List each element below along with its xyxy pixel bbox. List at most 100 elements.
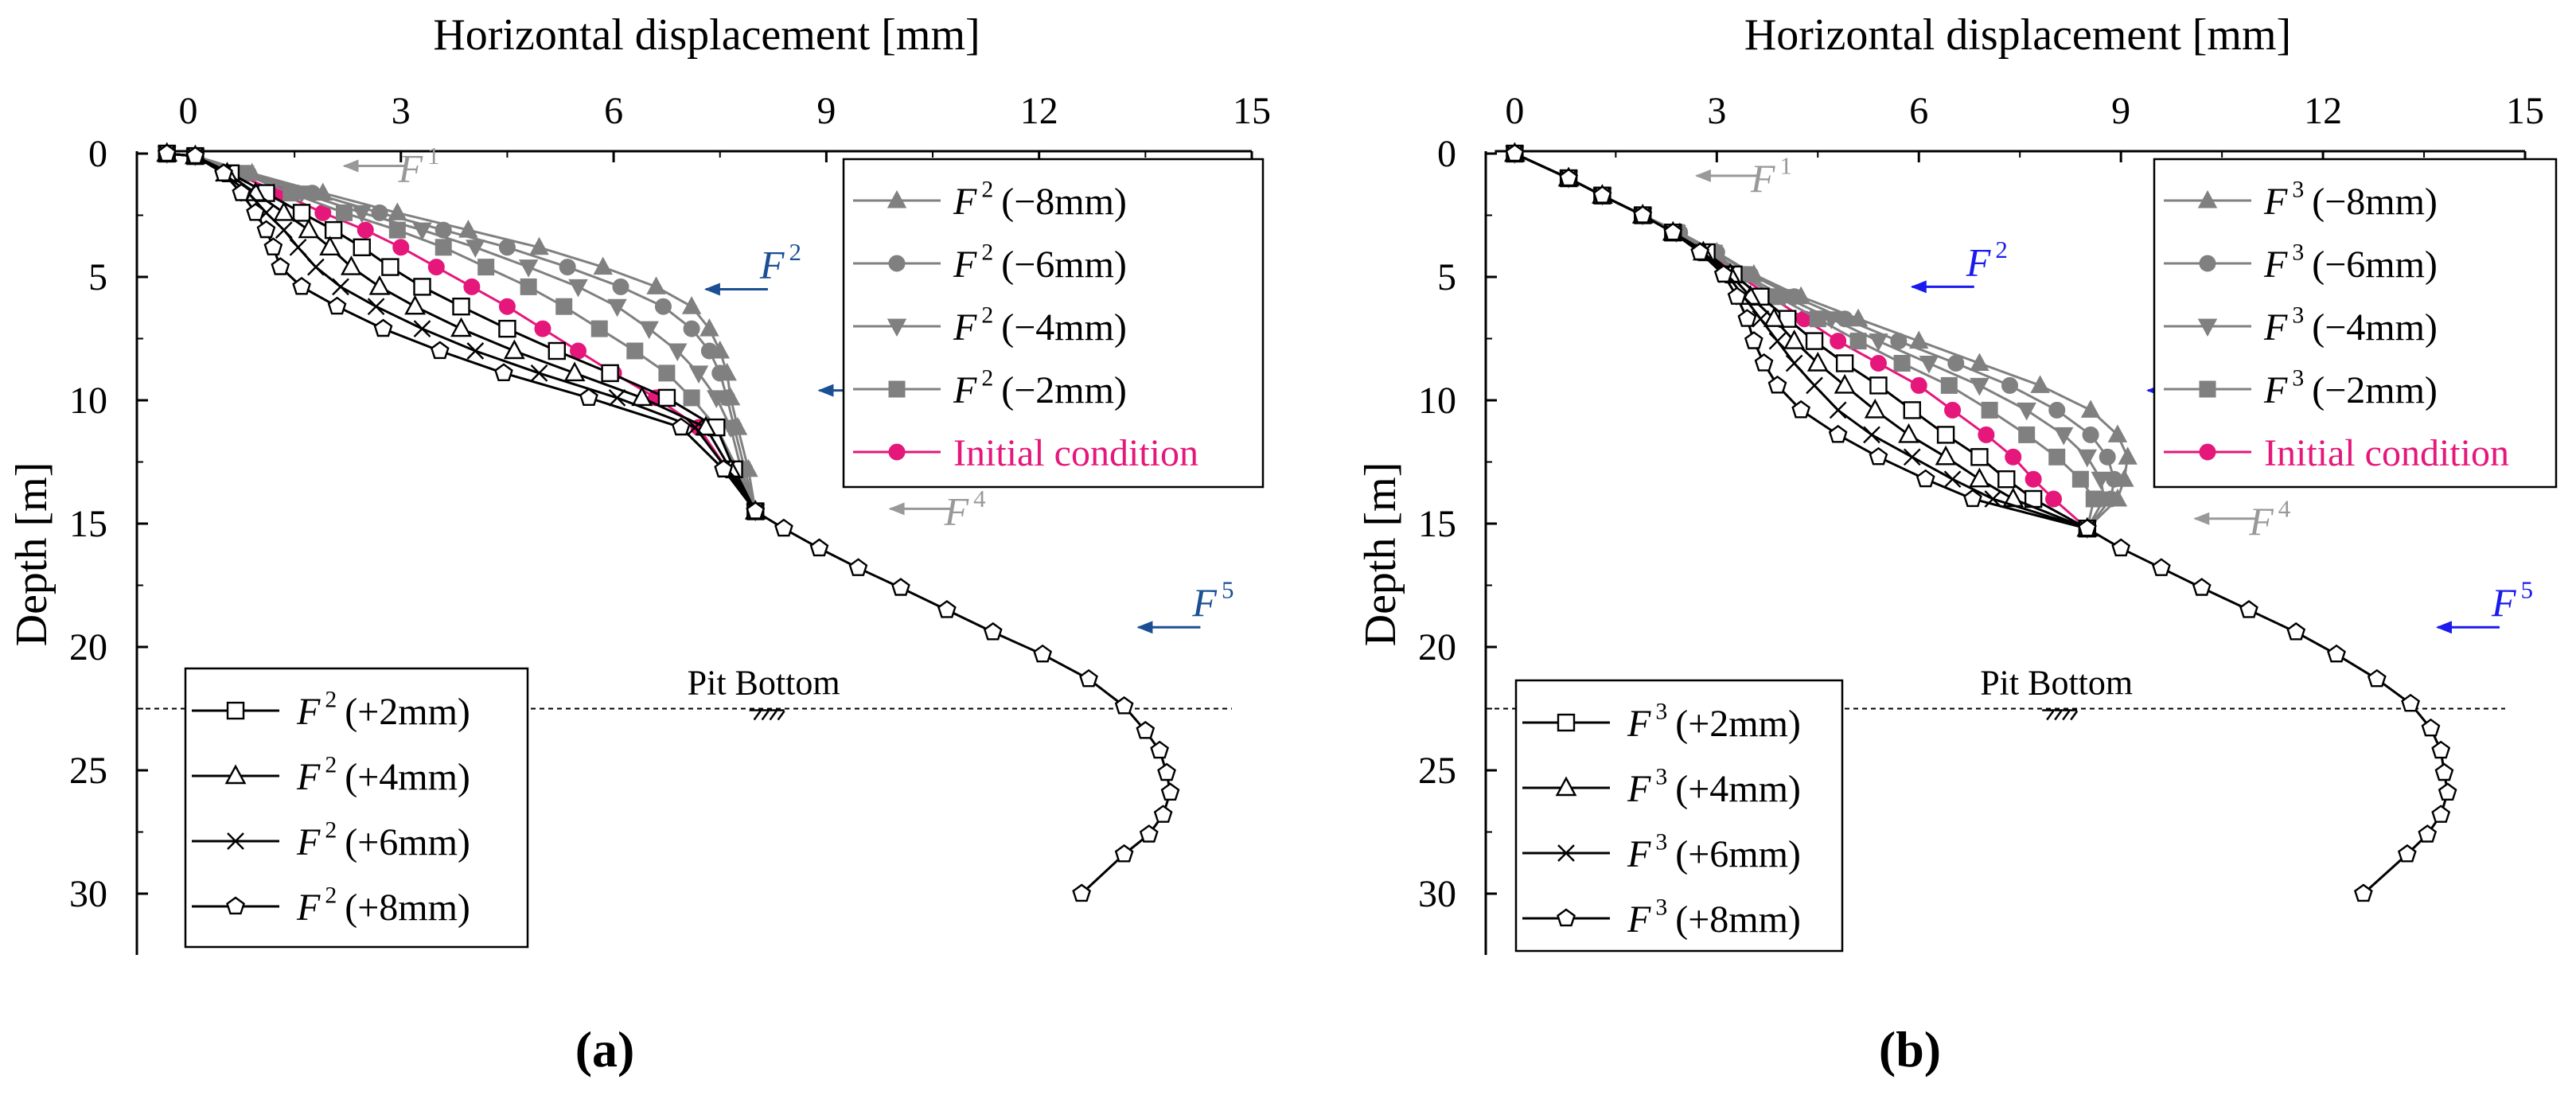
data-point — [1752, 310, 1770, 328]
data-point — [466, 240, 485, 258]
data-point — [1828, 424, 1848, 443]
series-common-lower-profile — [746, 501, 1180, 902]
data-point — [1727, 286, 1747, 305]
legend-label: Initial condition — [953, 432, 1198, 474]
data-point — [2111, 538, 2131, 557]
data-point — [1763, 307, 1785, 327]
legend-item: F 2 (+4mm) — [192, 751, 470, 798]
data-point — [1915, 469, 1935, 488]
data-point — [381, 258, 399, 276]
data-point — [319, 236, 341, 255]
arrow-head-icon — [888, 502, 905, 516]
data-point — [1663, 222, 1683, 241]
legend-label: F 2 (−4mm) — [953, 302, 1127, 349]
data-point — [2434, 762, 2454, 781]
data-point — [774, 518, 793, 537]
data-point — [1150, 740, 1170, 759]
data-point — [1157, 762, 1176, 781]
data-point — [1970, 448, 1989, 466]
data-point — [1806, 351, 1829, 372]
legend-item: F 3 (+6mm) — [1522, 828, 1801, 875]
data-point — [563, 361, 586, 382]
legend-label: F 2 (+6mm) — [296, 816, 470, 863]
legend-label: F 2 (+2mm) — [296, 686, 470, 733]
data-point — [1744, 331, 1763, 349]
data-point — [503, 339, 525, 360]
data-point — [498, 319, 516, 338]
data-point — [1869, 355, 1887, 372]
data-point — [1869, 446, 1888, 466]
legend-box — [842, 158, 1265, 489]
data-point — [477, 259, 495, 276]
data-point — [466, 342, 485, 360]
data-point — [2030, 375, 2050, 393]
data-point — [668, 343, 688, 362]
data-point — [1785, 354, 1803, 372]
data-point — [2152, 558, 2171, 576]
data-point — [353, 238, 371, 256]
data-point — [1160, 782, 1180, 801]
legend-item: F 3 (+4mm) — [1522, 763, 1801, 810]
arrow-head-icon — [342, 159, 359, 173]
data-point — [1791, 399, 1811, 419]
legend-marker — [226, 896, 245, 915]
data-point — [2053, 427, 2074, 446]
data-point — [450, 317, 472, 337]
legend-item: F 2 (−6mm) — [853, 239, 1127, 286]
data-point — [1754, 353, 1774, 372]
data-point — [430, 341, 450, 360]
data-point — [1935, 445, 1957, 466]
y-tick-label: 15 — [1418, 503, 1456, 545]
data-point — [1830, 333, 1847, 350]
data-point — [367, 298, 385, 316]
data-point — [1737, 309, 1757, 327]
y-axis-title: Depth [m] — [7, 462, 57, 647]
data-point — [1908, 330, 1929, 349]
legend-marker — [226, 701, 245, 720]
data-point — [631, 386, 653, 407]
data-point — [1139, 824, 1159, 843]
data-point — [458, 220, 478, 238]
data-point — [427, 259, 445, 276]
data-point — [1864, 398, 1886, 419]
data-point — [324, 220, 343, 240]
data-point — [2001, 376, 2018, 394]
data-point — [413, 320, 431, 337]
data-point — [1898, 423, 1919, 443]
data-point — [1767, 375, 1787, 394]
data-point — [413, 278, 431, 296]
y-tick-label: 5 — [1437, 256, 1456, 298]
legend-label: F 2 (−2mm) — [953, 364, 1127, 411]
data-point — [2239, 600, 2258, 618]
y-tick-label: 0 — [1437, 133, 1456, 175]
data-point — [327, 296, 347, 315]
data-point — [404, 294, 427, 315]
data-point — [2107, 424, 2128, 442]
y-tick-label: 25 — [69, 750, 107, 792]
y-axis-title: Depth [m] — [1356, 462, 1405, 647]
data-point — [559, 259, 576, 276]
legend-marker — [2199, 380, 2216, 398]
data-point — [2005, 448, 2022, 466]
x-tick-label: 3 — [392, 90, 411, 132]
data-point — [2082, 426, 2099, 443]
data-point — [717, 362, 737, 381]
data-point — [2080, 399, 2101, 418]
data-point — [714, 459, 734, 477]
data-point — [720, 387, 741, 406]
data-point — [1869, 376, 1888, 395]
series-common-lower-profile — [2077, 518, 2457, 902]
arrow-head-icon — [1910, 280, 1927, 294]
data-point — [1153, 805, 1173, 823]
data-point — [2071, 470, 2089, 488]
data-point — [683, 320, 700, 337]
data-point — [1978, 426, 1995, 443]
x-tick-label: 9 — [816, 90, 836, 132]
series-line — [754, 510, 1172, 895]
legend-marker — [224, 764, 247, 785]
